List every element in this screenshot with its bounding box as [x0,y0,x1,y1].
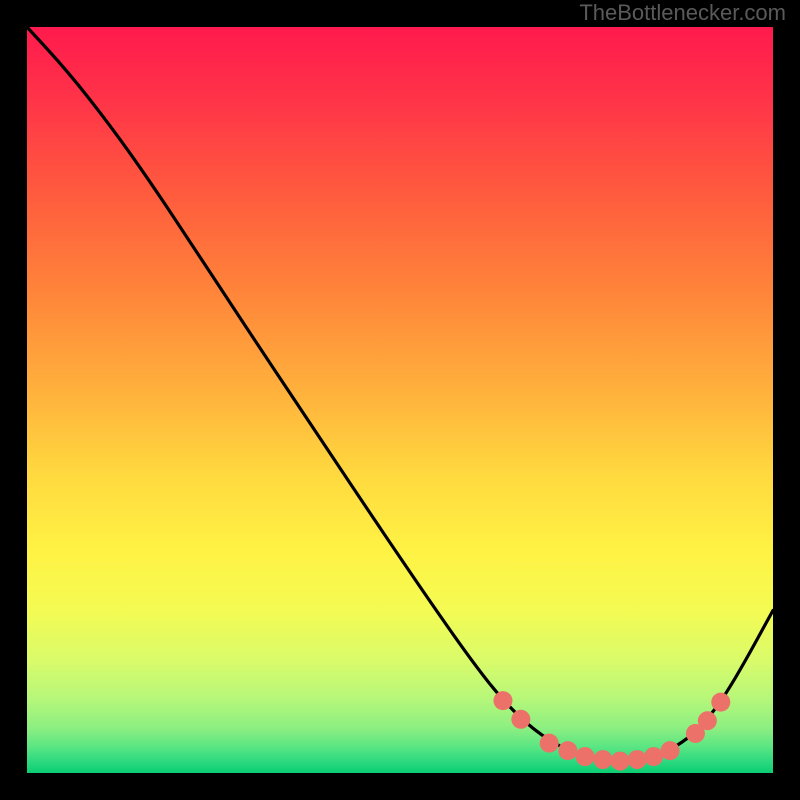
marker-dot [593,750,612,769]
marker-dot [540,734,559,753]
marker-dot [698,711,717,730]
marker-dot [628,750,647,769]
marker-dot [493,691,512,710]
marker-dot [661,741,680,760]
marker-dot [558,741,577,760]
bottleneck-curve-chart [0,0,800,800]
chart-container: TheBottlenecker.com [0,0,800,800]
marker-dot [576,747,595,766]
marker-dot [511,710,530,729]
gradient-background [27,27,773,773]
marker-dot [711,693,730,712]
marker-dot [644,747,663,766]
marker-dot [611,752,630,771]
